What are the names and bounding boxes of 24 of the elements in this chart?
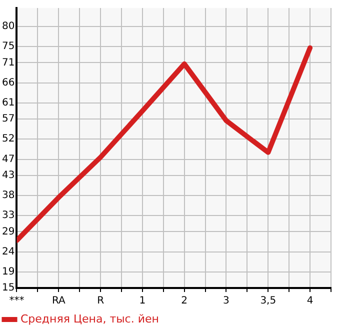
y-tick-label: 80 [2, 21, 15, 32]
y-tick-label: 38 [2, 190, 15, 202]
x-tick-label: 4 [306, 296, 314, 307]
y-tick-label: 66 [2, 77, 15, 88]
y-tick-label: 15 [2, 282, 15, 294]
x-tick-label: *** [9, 296, 24, 307]
x-tick-label: 1 [139, 296, 146, 307]
y-tick-label: 61 [2, 98, 15, 109]
legend-label: Средняя Цена, тыс. йен [20, 312, 159, 326]
x-tick-label: R [97, 296, 104, 307]
y-tick-label: 24 [2, 246, 15, 258]
y-tick-label: 47 [2, 154, 15, 165]
y-tick-label: 71 [2, 57, 15, 68]
y-tick-label: 57 [2, 114, 15, 125]
y-tick-label: 75 [2, 41, 15, 52]
x-tick-label: 2 [181, 296, 188, 307]
y-tick-label: 19 [2, 266, 15, 278]
y-tick-label: 52 [2, 134, 15, 145]
x-tick-label: RA [52, 296, 66, 307]
x-tick-label: 3 [223, 296, 230, 307]
y-tick-label: 29 [2, 226, 15, 238]
y-tick-label: 43 [2, 170, 15, 181]
y-tick-label: 33 [2, 210, 15, 222]
x-tick-label: 3,5 [260, 296, 276, 307]
